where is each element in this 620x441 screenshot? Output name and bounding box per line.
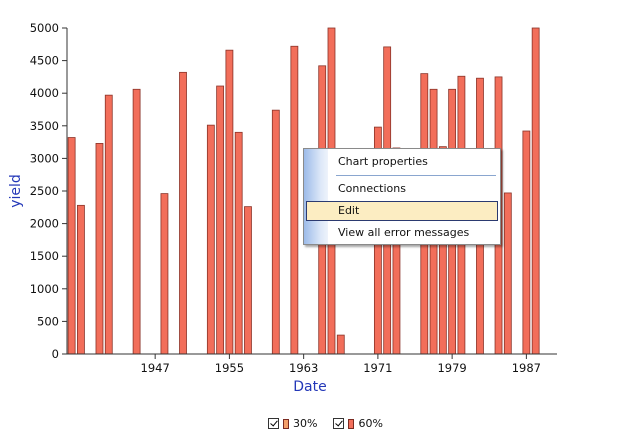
bar-60pct-1962 — [290, 45, 299, 355]
bar-60pct-1950 — [179, 71, 187, 355]
legend-label-60: 60% — [358, 417, 383, 430]
bar-60pct-1953 — [206, 124, 215, 355]
context-menu: Chart properties Connections Edit View a… — [303, 148, 501, 245]
bar-60pct-1941 — [95, 143, 104, 355]
y-tick-label: 3500 — [30, 119, 59, 133]
x-tick-label: 1963 — [289, 361, 318, 375]
y-tick-label: 3000 — [30, 151, 59, 165]
legend-checkbox-60[interactable] — [333, 418, 345, 429]
x-tick-label: 1979 — [437, 361, 466, 375]
legend-item-60[interactable]: 60% — [333, 417, 383, 430]
bar-60pct-1938 — [67, 137, 76, 355]
legend-swatch-30 — [283, 418, 289, 429]
legend-item-30[interactable]: 30% — [268, 417, 317, 430]
bar-60pct-1945 — [132, 88, 141, 355]
legend-label-30: 30% — [293, 417, 318, 430]
bar-60pct-1956 — [234, 131, 243, 355]
menu-separator — [336, 175, 496, 176]
menu-item-view-all-error-messages[interactable]: View all error messages — [338, 226, 470, 239]
x-tick-label: 1955 — [215, 361, 244, 375]
bar-60pct-1960 — [271, 109, 280, 355]
bar-60pct-1955 — [225, 49, 234, 355]
bar-60pct-1948 — [160, 193, 169, 355]
bar-60pct-1957 — [244, 206, 252, 355]
legend-swatch-60 — [348, 418, 355, 429]
bar-60pct-1988 — [531, 27, 540, 355]
y-tick-label: 2000 — [30, 217, 59, 231]
bar-60pct-1967 — [336, 334, 345, 355]
x-axis-title: Date — [293, 379, 326, 395]
bar-60pct-1987 — [522, 130, 531, 355]
menu-gutter — [304, 149, 328, 244]
bar-60pct-1954 — [216, 85, 225, 355]
legend: 30% 60% — [268, 417, 393, 430]
y-tick-label: 1500 — [30, 249, 59, 263]
y-tick-label: 4500 — [30, 54, 59, 68]
bar-60pct-1939 — [77, 204, 85, 355]
y-tick-label: 1000 — [30, 282, 59, 296]
menu-item-edit[interactable]: Edit — [306, 201, 498, 221]
x-tick-label: 1987 — [512, 361, 541, 375]
menu-item-connections[interactable]: Connections — [338, 182, 406, 195]
y-tick-label: 5000 — [30, 21, 59, 35]
bar-60pct-1942 — [104, 94, 113, 355]
x-tick-label: 1971 — [363, 361, 392, 375]
bar-60pct-1985 — [503, 192, 512, 355]
y-axis-title: yield — [8, 174, 24, 208]
y-tick-label: 4000 — [30, 86, 59, 100]
y-tick-label: 500 — [37, 314, 59, 328]
y-tick-label: 2500 — [30, 184, 59, 198]
menu-item-chart-properties[interactable]: Chart properties — [338, 155, 428, 168]
y-tick-label: 0 — [52, 347, 59, 361]
legend-checkbox-30[interactable] — [268, 418, 279, 429]
x-tick-label: 1947 — [141, 361, 170, 375]
